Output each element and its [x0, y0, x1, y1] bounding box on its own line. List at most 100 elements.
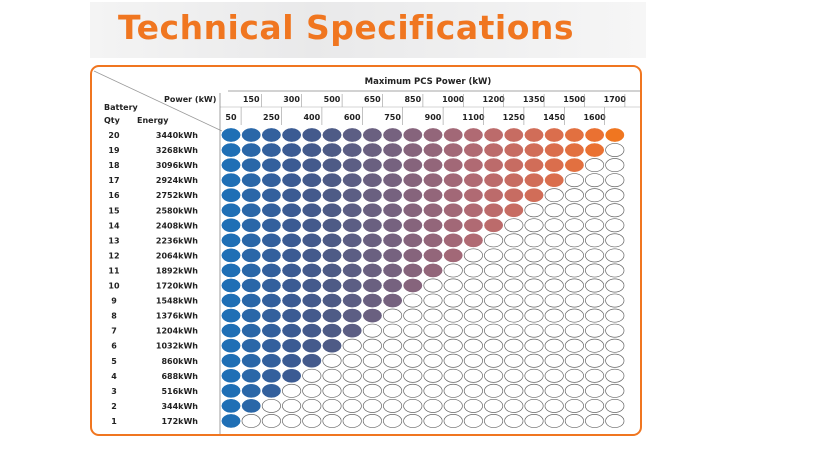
supported-dot [342, 143, 362, 157]
supported-dot [241, 278, 261, 293]
unsupported-dot [443, 293, 463, 308]
supported-dot [221, 143, 241, 157]
supported-dot [221, 158, 241, 172]
supported-dot [282, 188, 302, 203]
row-qty: 15 [108, 206, 120, 215]
unsupported-dot [484, 414, 504, 428]
unsupported-dot [605, 143, 625, 158]
supported-dot [362, 308, 382, 323]
supported-dot [484, 173, 504, 188]
unsupported-dot [585, 323, 605, 338]
supported-dot [484, 218, 504, 233]
supported-dot [463, 128, 483, 142]
supported-dot [544, 173, 564, 188]
supported-dot [282, 143, 302, 157]
unsupported-dot [504, 414, 524, 428]
power-upper-label: 150 [243, 95, 260, 104]
supported-dot [423, 188, 443, 203]
supported-dot [383, 173, 403, 188]
supported-dot [423, 158, 443, 172]
row-energy: 1376kWh [156, 312, 198, 321]
unsupported-dot [362, 398, 382, 413]
supported-dot [302, 143, 322, 157]
supported-dot [423, 233, 443, 248]
unsupported-dot [605, 308, 625, 323]
supported-dot [282, 158, 302, 172]
unsupported-dot [544, 338, 564, 353]
row-energy: 1032kWh [156, 342, 198, 351]
unsupported-dot [524, 353, 544, 368]
unsupported-dot [605, 248, 625, 263]
unsupported-dot [605, 203, 625, 218]
supported-dot [342, 308, 362, 323]
unsupported-dot [585, 368, 605, 383]
unsupported-dot [463, 398, 483, 413]
unsupported-dot [504, 263, 524, 278]
supported-dot [362, 188, 382, 203]
unsupported-dot [443, 263, 463, 278]
supported-dot [261, 384, 281, 398]
supported-dot [322, 158, 342, 172]
supported-dot [221, 218, 241, 233]
supported-dot [282, 173, 302, 188]
unsupported-dot [504, 338, 524, 353]
power-lower-label: 50 [225, 113, 237, 122]
row-qty: 5 [111, 357, 117, 366]
unsupported-dot [463, 353, 483, 368]
unsupported-dot [564, 263, 584, 278]
supported-dot [302, 158, 322, 172]
supported-dot [362, 158, 382, 172]
unsupported-dot [342, 353, 362, 368]
unsupported-dot [403, 323, 423, 338]
unsupported-dot [544, 308, 564, 323]
unsupported-dot [544, 263, 564, 278]
unsupported-dot [322, 398, 342, 413]
supported-dot [221, 308, 241, 323]
unsupported-dot [463, 263, 483, 278]
unsupported-dot [544, 398, 564, 413]
supported-dot [241, 233, 261, 248]
unsupported-dot [484, 308, 504, 323]
supported-dot [544, 128, 564, 142]
unsupported-dot [585, 173, 605, 188]
supported-dot [261, 263, 281, 278]
unsupported-dot [504, 278, 524, 293]
supported-dot [261, 338, 281, 353]
row-energy: 1892kWh [156, 266, 198, 275]
supported-dot [302, 308, 322, 323]
supported-dot [221, 338, 241, 353]
unsupported-dot [605, 173, 625, 188]
unsupported-dot [585, 278, 605, 293]
supported-dot [261, 143, 281, 157]
unsupported-dot [605, 278, 625, 293]
supported-dot [342, 233, 362, 248]
power-lower-label: 250 [263, 113, 280, 122]
supported-dot [241, 218, 261, 233]
supported-dot [282, 353, 302, 368]
supported-dot [362, 293, 382, 308]
supported-dot [423, 203, 443, 218]
row-qty: 13 [108, 236, 119, 245]
unsupported-dot [605, 383, 625, 398]
unsupported-dot [383, 308, 403, 323]
unsupported-dot [484, 263, 504, 278]
unsupported-dot [504, 233, 524, 248]
unsupported-dot [403, 383, 423, 398]
supported-dot [241, 158, 261, 172]
power-upper-label: 300 [283, 95, 300, 104]
unsupported-dot [342, 368, 362, 383]
unsupported-dot [585, 398, 605, 413]
supported-dot [403, 128, 423, 142]
unsupported-dot [383, 383, 403, 398]
dot-matrix [221, 128, 625, 428]
row-qty: 19 [108, 146, 120, 155]
unsupported-dot [564, 173, 584, 188]
unsupported-dot [524, 278, 544, 293]
unsupported-dot [524, 248, 544, 263]
unsupported-dot [463, 308, 483, 323]
unsupported-dot [383, 353, 403, 368]
supported-dot [322, 248, 342, 263]
unsupported-dot [484, 248, 504, 263]
supported-dot [302, 338, 322, 353]
supported-dot [362, 128, 382, 142]
